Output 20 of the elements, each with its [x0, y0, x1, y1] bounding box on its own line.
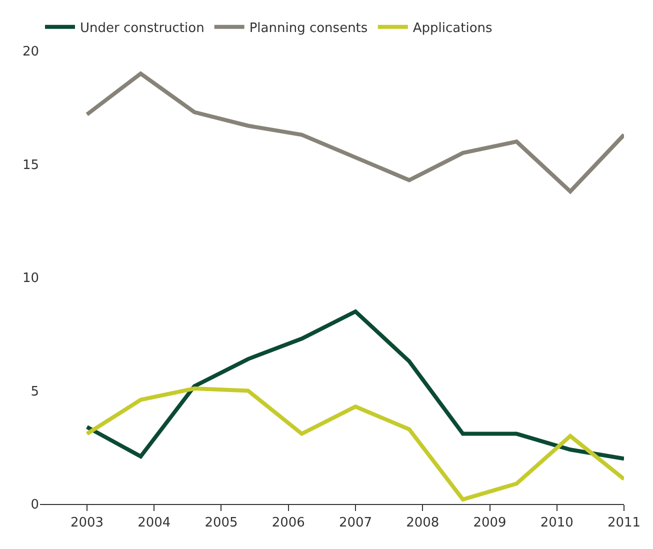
- x-tick-label: 2004: [138, 516, 171, 531]
- x-tick-label: 2005: [204, 516, 238, 531]
- x-tick-label: 2003: [70, 516, 104, 531]
- line-series: [84, 386, 624, 502]
- line-series: [84, 309, 624, 461]
- y-tick-label: 0: [30, 498, 39, 513]
- y-tick-label: 10: [22, 271, 39, 286]
- x-tick-label: 2011: [607, 516, 641, 531]
- legend-label: Under construction: [80, 20, 204, 36]
- y-tick-label: 5: [30, 384, 39, 400]
- line-series: [84, 72, 624, 194]
- legend-label: Applications: [412, 20, 493, 36]
- x-tick-label: 2007: [338, 516, 372, 531]
- y-tick-label: 15: [22, 158, 39, 173]
- legend-label: Planning consents: [249, 20, 368, 36]
- y-tick-label: 20: [22, 44, 39, 60]
- x-tick-label: 2008: [406, 516, 440, 531]
- x-tick-label: 2010: [540, 516, 574, 531]
- x-tick-label: 2006: [272, 516, 305, 531]
- x-tick-label: 2009: [473, 516, 506, 531]
